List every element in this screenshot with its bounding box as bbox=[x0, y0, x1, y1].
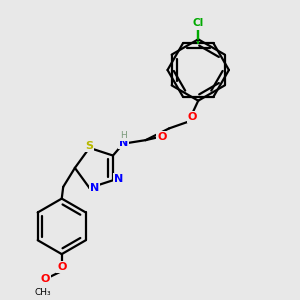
Text: Cl: Cl bbox=[193, 18, 204, 28]
Text: O: O bbox=[188, 112, 197, 122]
Text: methoxy: methoxy bbox=[41, 280, 47, 281]
Text: H: H bbox=[120, 131, 127, 140]
Text: O: O bbox=[157, 132, 166, 142]
Text: N: N bbox=[114, 174, 123, 184]
Text: S: S bbox=[85, 141, 93, 152]
Text: O: O bbox=[41, 274, 50, 284]
Text: N: N bbox=[119, 138, 128, 148]
Text: N: N bbox=[90, 183, 99, 193]
Text: O: O bbox=[57, 262, 66, 272]
Text: CH₃: CH₃ bbox=[34, 288, 51, 297]
Text: Cl: Cl bbox=[193, 20, 204, 29]
